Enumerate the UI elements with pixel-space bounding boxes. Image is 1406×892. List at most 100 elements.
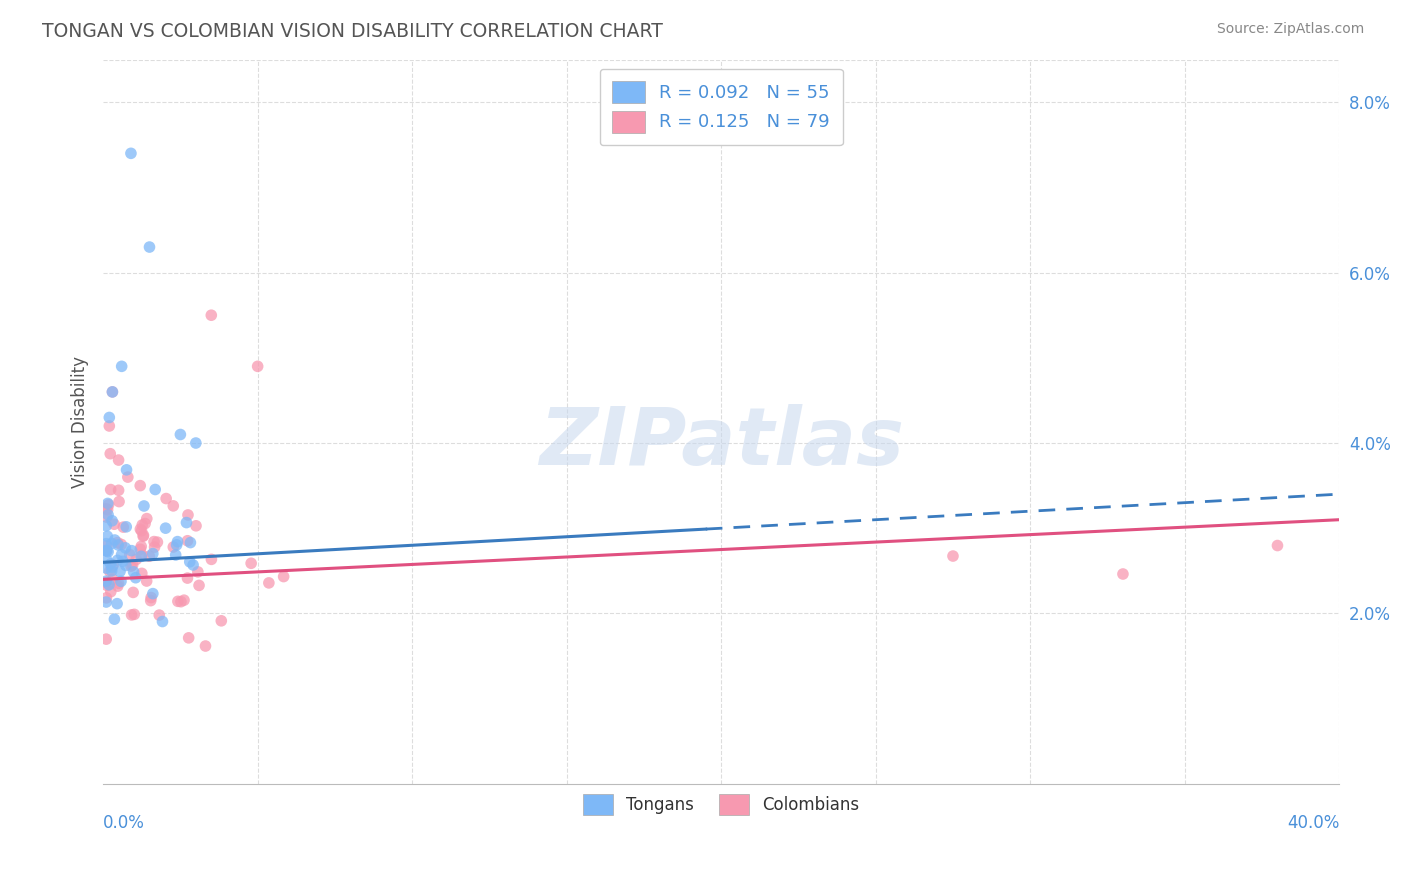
Point	[96, 544, 118, 558]
Point	[104, 533, 127, 547]
Point	[139, 593, 162, 607]
Point	[209, 614, 232, 628]
Text: TONGAN VS COLOMBIAN VISION DISABILITY CORRELATION CHART: TONGAN VS COLOMBIAN VISION DISABILITY CO…	[42, 22, 664, 41]
Point	[129, 540, 152, 554]
Point	[152, 615, 174, 629]
Point	[101, 384, 124, 399]
Point	[96, 529, 118, 543]
Point	[257, 575, 280, 590]
Point	[101, 558, 124, 572]
Point	[138, 549, 160, 563]
Point	[98, 578, 121, 592]
Point	[96, 591, 118, 605]
Point	[110, 548, 132, 562]
Point	[107, 483, 129, 498]
Point	[103, 612, 125, 626]
Point	[97, 545, 120, 559]
Point	[97, 502, 120, 516]
Point	[176, 533, 198, 548]
Point	[97, 496, 120, 510]
Point	[170, 595, 193, 609]
Point	[100, 584, 122, 599]
Point	[132, 528, 155, 542]
Point	[142, 586, 165, 600]
Point	[120, 146, 142, 161]
Point	[100, 483, 122, 497]
Point	[166, 534, 188, 549]
Point	[98, 410, 121, 425]
Point	[100, 536, 122, 550]
Point	[101, 384, 124, 399]
Y-axis label: Vision Disability: Vision Disability	[72, 356, 89, 488]
Point	[176, 571, 198, 585]
Point	[942, 549, 965, 563]
Point	[115, 558, 138, 573]
Point	[121, 558, 143, 572]
Point	[177, 631, 200, 645]
Point	[132, 529, 155, 543]
Point	[96, 561, 118, 575]
Point	[146, 535, 169, 549]
Point	[155, 521, 177, 535]
Point	[112, 520, 135, 534]
Point	[122, 565, 145, 579]
Point	[107, 579, 129, 593]
Point	[107, 576, 129, 591]
Point	[124, 607, 146, 622]
Point	[129, 549, 152, 564]
Point	[148, 608, 170, 623]
Point	[167, 594, 190, 608]
Point	[131, 524, 153, 538]
Point	[131, 566, 153, 581]
Point	[115, 520, 138, 534]
Point	[143, 540, 166, 554]
Point	[96, 575, 118, 590]
Point	[96, 543, 118, 558]
Point	[188, 578, 211, 592]
Point	[101, 560, 124, 574]
Point	[129, 478, 152, 492]
Point	[121, 607, 143, 622]
Point	[176, 516, 198, 530]
Point	[96, 578, 118, 592]
Point	[125, 552, 148, 566]
Point	[107, 535, 129, 549]
Point	[134, 516, 156, 531]
Point	[155, 491, 177, 506]
Point	[110, 537, 132, 551]
Point	[165, 548, 187, 562]
Point	[111, 359, 134, 374]
Point	[96, 539, 118, 553]
Point	[179, 535, 201, 549]
Point	[125, 571, 148, 585]
Point	[132, 499, 155, 513]
Point	[143, 534, 166, 549]
Point	[96, 543, 118, 558]
Point	[246, 359, 269, 374]
Point	[131, 517, 153, 532]
Point	[142, 547, 165, 561]
Point	[108, 494, 131, 508]
Point	[96, 537, 118, 551]
Point	[173, 593, 195, 607]
Point	[101, 514, 124, 528]
Point	[194, 639, 217, 653]
Point	[105, 597, 128, 611]
Point	[177, 508, 200, 522]
Legend: Tongans, Colombians: Tongans, Colombians	[571, 782, 872, 826]
Point	[107, 453, 129, 467]
Point	[1112, 567, 1135, 582]
Point	[98, 419, 121, 434]
Point	[181, 558, 204, 572]
Point	[96, 595, 118, 609]
Point	[100, 557, 122, 571]
Point	[138, 240, 160, 254]
Point	[143, 483, 166, 497]
Point	[101, 572, 124, 586]
Point	[108, 565, 131, 579]
Point	[1267, 539, 1289, 553]
Text: 0.0%: 0.0%	[103, 814, 145, 832]
Text: Source: ZipAtlas.com: Source: ZipAtlas.com	[1216, 22, 1364, 37]
Point	[96, 518, 118, 533]
Point	[129, 542, 152, 557]
